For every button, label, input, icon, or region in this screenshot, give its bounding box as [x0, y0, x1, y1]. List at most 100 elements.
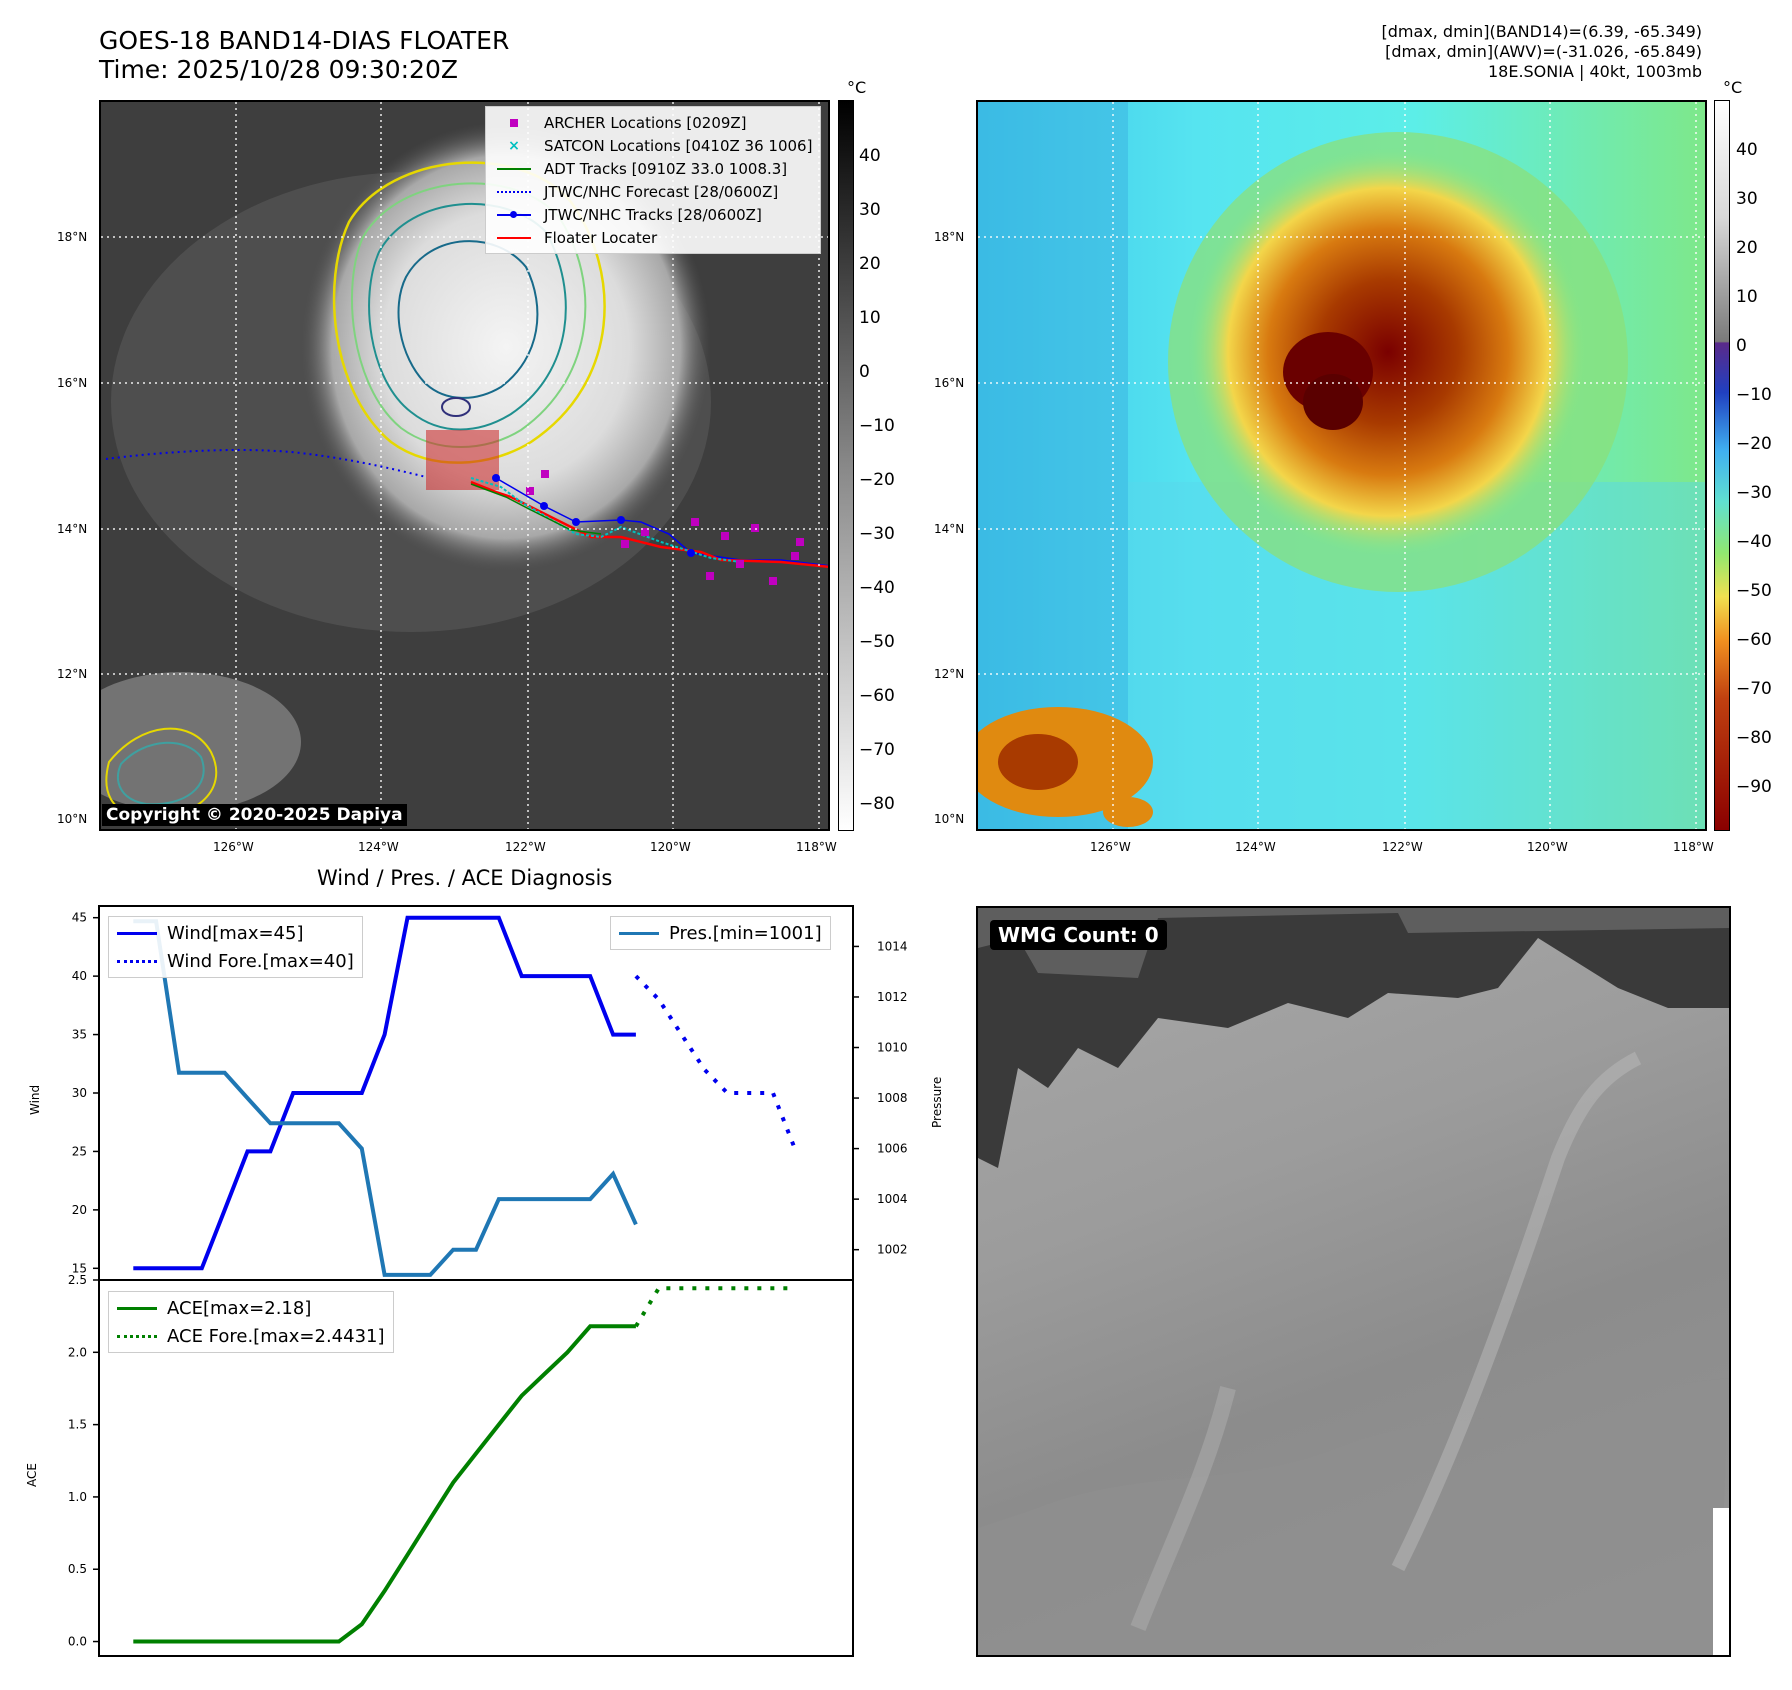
- info-storm: 18E.SONIA | 40kt, 1003mb: [1487, 62, 1702, 81]
- y-tick-label: 1.5: [68, 1418, 87, 1432]
- cb-tick: −80: [1736, 728, 1772, 748]
- y-tick-label: 2.0: [68, 1345, 87, 1359]
- cb-tick: 0: [1736, 336, 1747, 356]
- cb-tick: −60: [1736, 630, 1772, 650]
- y-tick-label: 1.0: [68, 1490, 87, 1504]
- cb-tick: 0: [859, 362, 870, 382]
- lat-label: 10°N: [934, 812, 965, 826]
- y-tick-label: 20: [72, 1203, 87, 1217]
- legend-ace: ACE[max=2.18]: [117, 1294, 385, 1322]
- title-line-1: GOES-18 BAND14-DIAS FLOATER: [99, 26, 510, 55]
- diagnosis-chart: 15 20 25 30 35 40 45 1002 1004 1006 1008 1010 1012 10…: [68, 905, 908, 1657]
- lon-label: 122°W: [505, 840, 546, 854]
- lat-label: 12°N: [57, 667, 88, 681]
- wmg-count-badge: WMG Count: 0: [990, 920, 1167, 950]
- cb-tick: −80: [859, 794, 895, 814]
- diag-title: Wind / Pres. / ACE Diagnosis: [317, 866, 613, 890]
- cb-tick: −50: [1736, 581, 1772, 601]
- lon-label: 118°W: [1673, 840, 1714, 854]
- lon-label: 120°W: [650, 840, 691, 854]
- lat-label: 14°N: [934, 522, 965, 536]
- series-line-ace-fore-: [634, 1286, 796, 1328]
- y2-tick-label: 1002: [877, 1243, 908, 1257]
- copyright-label: Copyright © 2020-2025 Dapiya: [102, 804, 407, 826]
- cb-tick: −40: [1736, 532, 1772, 552]
- floater-locator-box: [426, 430, 499, 490]
- legend-wind-forecast: Wind Fore.[max=40]: [117, 947, 354, 975]
- lat-label: 14°N: [57, 522, 88, 536]
- lat-label: 10°N: [57, 812, 88, 826]
- series-line-wind: [133, 915, 636, 1271]
- y-tick-label: 15: [72, 1261, 87, 1275]
- wmg-panel: WMG Count: 0: [976, 906, 1731, 1657]
- gray-colorbar: [838, 100, 854, 831]
- lon-label: 120°W: [1527, 840, 1568, 854]
- lat-label: 18°N: [57, 230, 88, 244]
- y-tick-label: 0.0: [68, 1635, 87, 1649]
- wmg-image: [978, 908, 1729, 1655]
- legend-floater: Floater Locater: [494, 226, 812, 249]
- cb-tick: −90: [1736, 777, 1772, 797]
- y-tick-label: 30: [72, 1086, 87, 1100]
- y-tick-label: 0.5: [68, 1562, 87, 1576]
- y-tick-label: 35: [72, 1028, 87, 1042]
- pressure-legend: Pres.[min=1001]: [610, 916, 831, 950]
- lon-label: 118°W: [796, 840, 837, 854]
- cb-tick: 10: [1736, 287, 1758, 307]
- lon-label: 124°W: [358, 840, 399, 854]
- y-tick-label: 40: [72, 969, 87, 983]
- ace-legend: ACE[max=2.18] ACE Fore.[max=2.4431]: [108, 1291, 394, 1353]
- cb-tick: 40: [1736, 140, 1758, 160]
- info-awv: [dmax, dmin](AWV)=(-31.026, -65.849): [1385, 42, 1702, 61]
- legend-wind: Wind[max=45]: [117, 919, 354, 947]
- pressure-axis-label: Pressure: [930, 1076, 944, 1128]
- color-colorbar-unit: °C: [1723, 78, 1743, 97]
- info-band14: [dmax, dmin](BAND14)=(6.39, -65.349): [1381, 22, 1703, 41]
- lat-label: 18°N: [934, 230, 965, 244]
- cb-tick: −70: [859, 740, 895, 760]
- figure-title: GOES-18 BAND14-DIAS FLOATER Time: 2025/1…: [99, 26, 509, 84]
- color-colorbar: [1714, 100, 1730, 831]
- legend-ace-forecast: ACE Fore.[max=2.4431]: [117, 1322, 385, 1350]
- cb-tick: −10: [1736, 385, 1772, 405]
- cb-tick: −30: [859, 524, 895, 544]
- ace-axis-label: ACE: [25, 1463, 39, 1487]
- cb-tick: −50: [859, 632, 895, 652]
- color-enhanced-map: [976, 100, 1707, 831]
- title-line-2: Time: 2025/10/28 09:30:20Z: [99, 55, 458, 84]
- lon-label: 122°W: [1382, 840, 1423, 854]
- lon-label: 126°W: [213, 840, 254, 854]
- cb-tick: 40: [859, 146, 881, 166]
- cb-tick: −30: [1736, 483, 1772, 503]
- lon-label: 124°W: [1235, 840, 1276, 854]
- legend-pressure: Pres.[min=1001]: [619, 919, 822, 947]
- map-legend: ARCHER Locations [0209Z] × SATCON Locati…: [485, 106, 822, 254]
- y2-tick-label: 1014: [877, 939, 908, 953]
- legend-archer: ARCHER Locations [0209Z]: [494, 111, 812, 134]
- cb-tick: −10: [859, 416, 895, 436]
- cb-tick: 10: [859, 308, 881, 328]
- y2-tick-label: 1006: [877, 1142, 908, 1156]
- y2-tick-label: 1004: [877, 1192, 908, 1206]
- y-tick-label: 2.5: [68, 1273, 87, 1287]
- legend-satcon: × SATCON Locations [0410Z 36 1006]: [508, 136, 813, 155]
- legend-adt: ADT Tracks [0910Z 33.0 1008.3]: [494, 157, 812, 180]
- legend-tracks: JTWC/NHC Tracks [28/0600Z]: [494, 203, 812, 226]
- legend-forecast: JTWC/NHC Forecast [28/0600Z]: [494, 180, 812, 203]
- series-line-pres-: [133, 919, 638, 1277]
- series-line-ace: [133, 1324, 636, 1644]
- cb-tick: −20: [859, 470, 895, 490]
- storm-info: [dmax, dmin](BAND14)=(6.39, -65.349) [dm…: [1382, 22, 1703, 82]
- ace-axes: [98, 1279, 854, 1657]
- cb-tick: −60: [859, 686, 895, 706]
- lat-label: 12°N: [934, 667, 965, 681]
- lon-label: 126°W: [1090, 840, 1131, 854]
- cb-tick: 30: [1736, 189, 1758, 209]
- ir-grayscale-map: ARCHER Locations [0209Z] × SATCON Locati…: [99, 100, 830, 831]
- lat-label: 16°N: [57, 376, 88, 390]
- cb-tick: −70: [1736, 679, 1772, 699]
- color-ir-image: [978, 102, 1705, 829]
- gray-colorbar-unit: °C: [847, 78, 867, 97]
- y2-tick-label: 1012: [877, 990, 908, 1004]
- series-line-wind-fore-: [634, 974, 798, 1153]
